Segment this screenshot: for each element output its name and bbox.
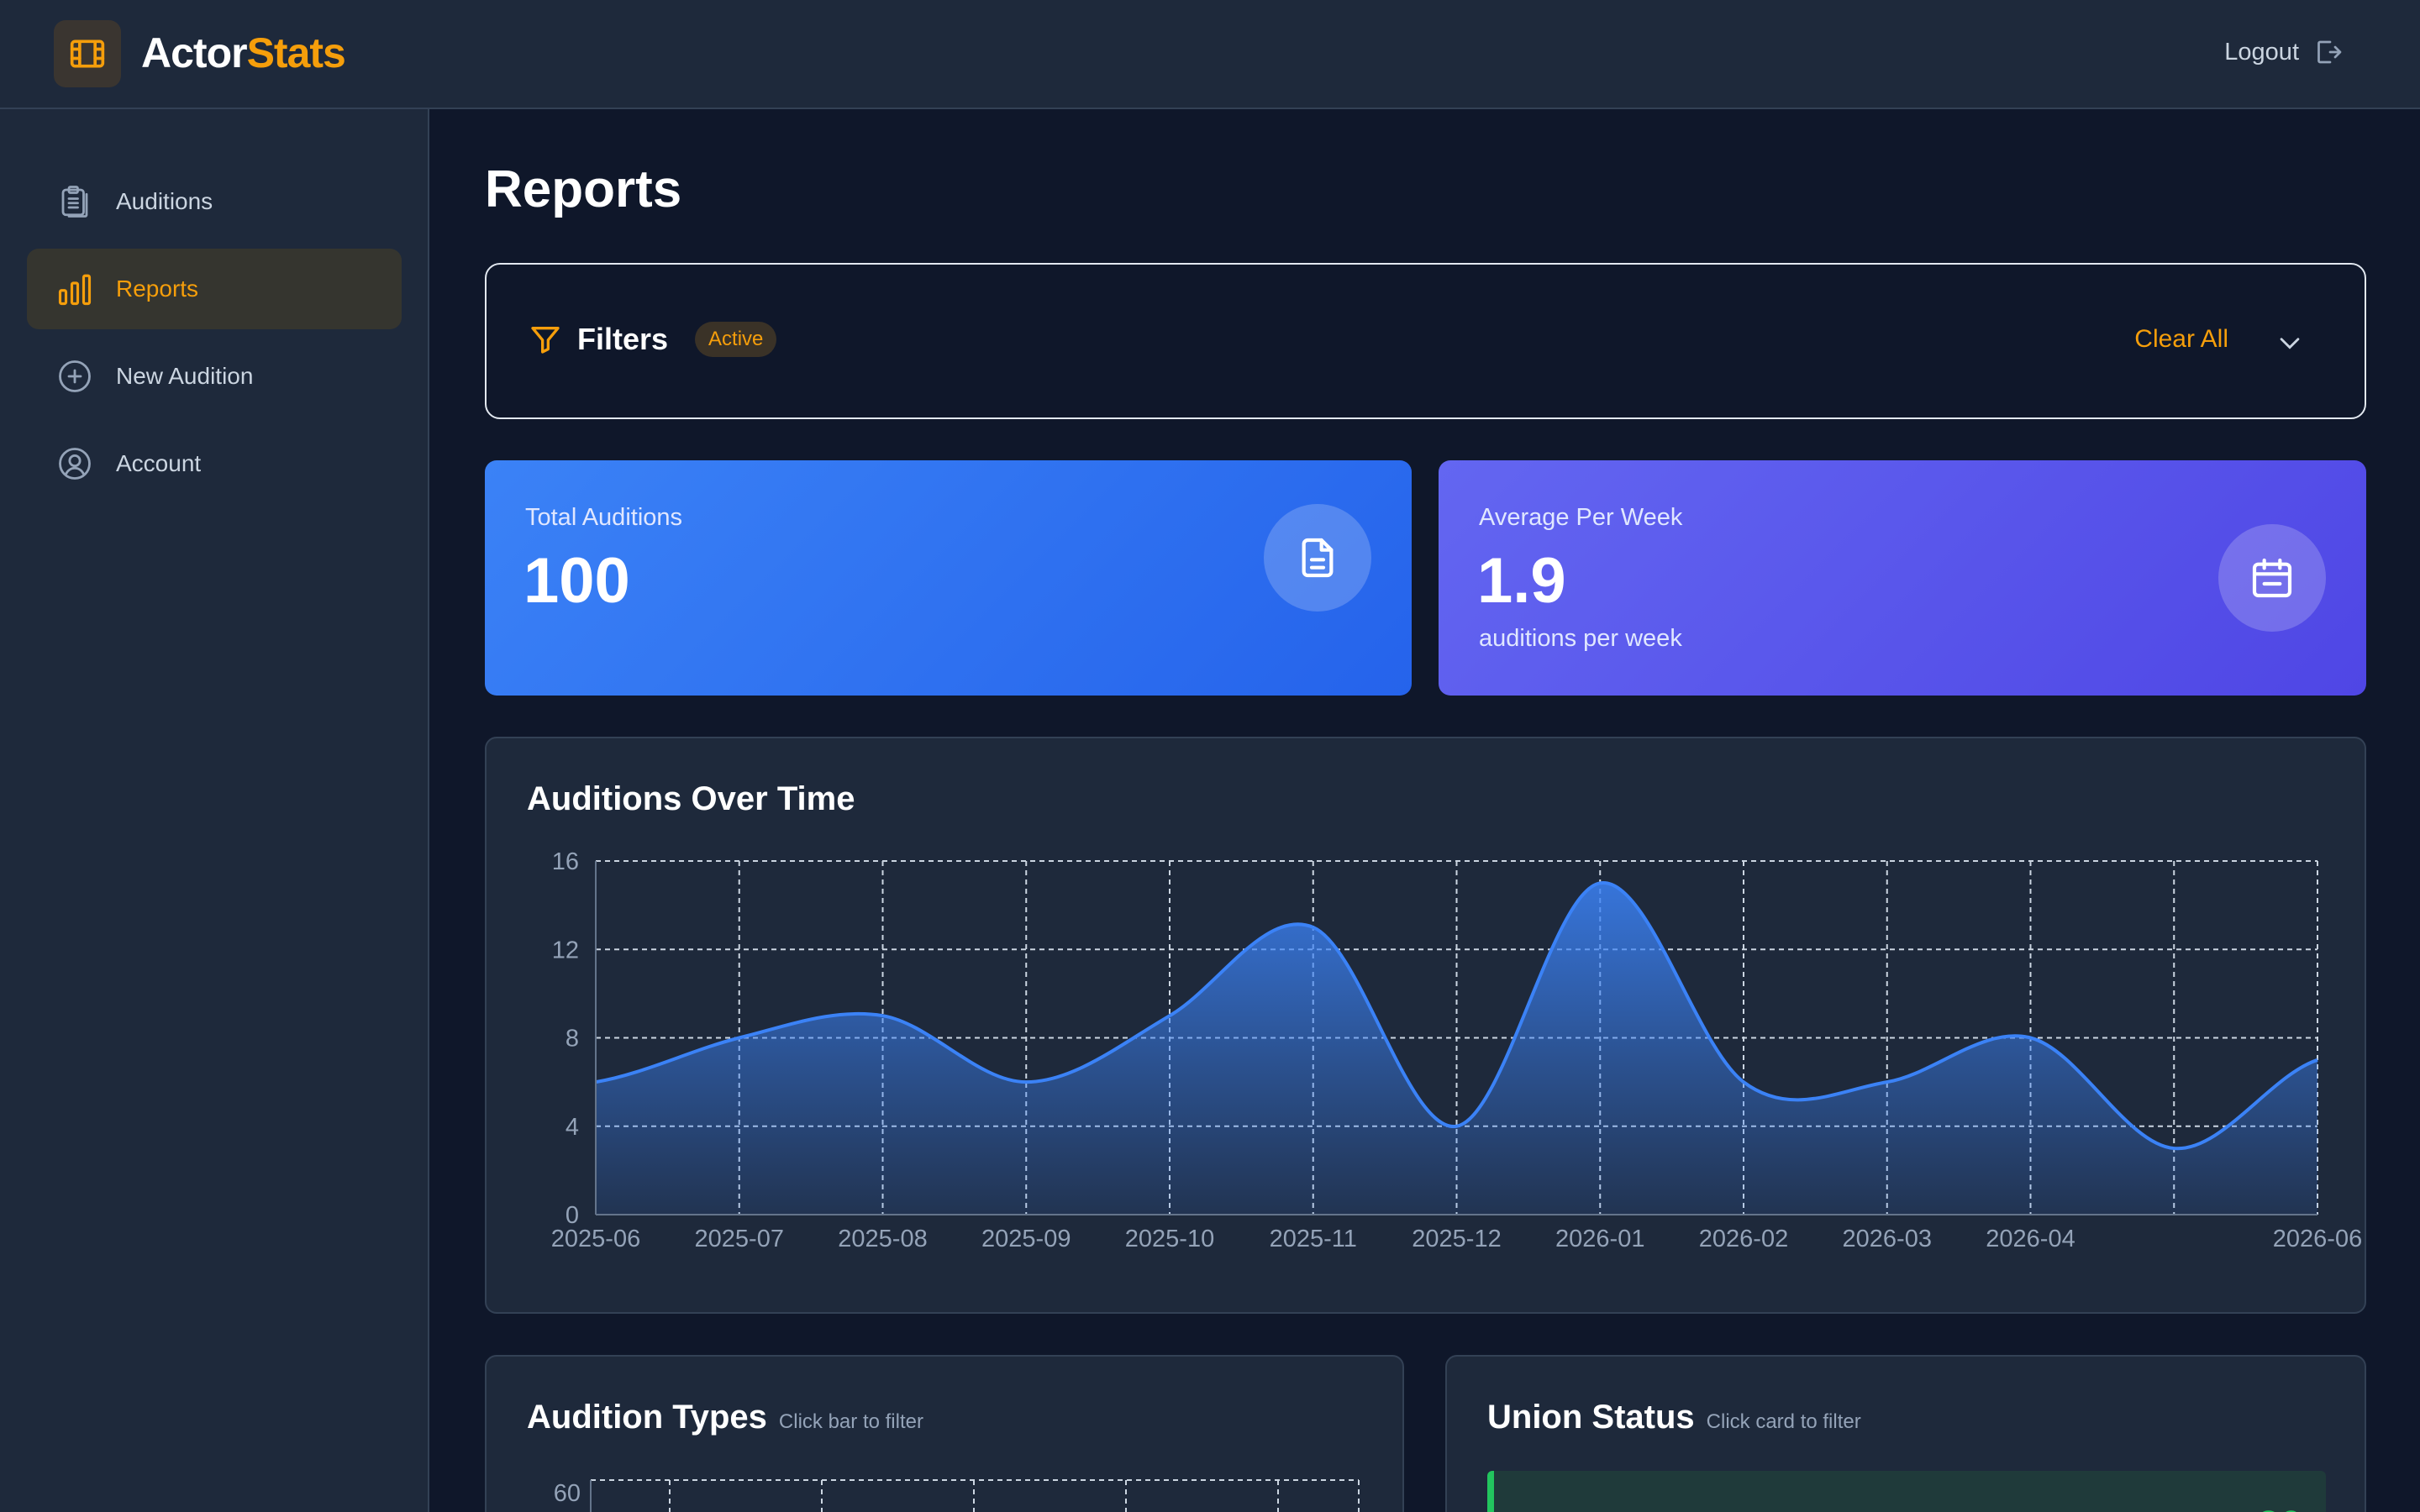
sidebar-item-account[interactable]: Account: [27, 423, 402, 504]
audition-types-chart[interactable]: 60: [487, 1357, 1402, 1512]
average-per-week-card: Average Per Week 1.9 auditions per week: [1439, 460, 2366, 696]
logout-label: Logout: [2224, 38, 2299, 66]
chevron-down-icon[interactable]: [2275, 328, 2304, 357]
stat-label: Total Auditions: [525, 504, 683, 531]
sidebar-item-label: Auditions: [116, 188, 213, 214]
total-auditions-card: Total Auditions 100: [485, 460, 1412, 696]
sidebar-item-label: New Audition: [116, 363, 254, 389]
document-icon: [1264, 504, 1371, 612]
calendar-icon: [2218, 524, 2326, 632]
x-tick-label: 2025-10: [1125, 1226, 1214, 1252]
auditions-over-time-chart[interactable]: 0 4 8 12 16 2025-06 2025-07 2025-08 2025-09 2025-…: [487, 738, 2365, 1312]
sidebar-item-auditions[interactable]: Auditions: [27, 161, 402, 242]
logout-button[interactable]: Logout: [2224, 37, 2343, 67]
brand-part-2: Stats: [246, 29, 346, 76]
card-title: Audition Types: [527, 1399, 767, 1436]
y-tick-label: 60: [554, 1480, 581, 1507]
film-icon: [54, 20, 121, 87]
y-tick-label: 12: [552, 937, 579, 963]
sidebar-item-new-audition[interactable]: New Audition: [27, 336, 402, 417]
page-title: Reports: [485, 160, 682, 218]
auditions-over-time-card: Auditions Over Time 0 4 8 12 16 2025-06 2025-0…: [485, 737, 2366, 1314]
union-status-item[interactable]: 30: [1487, 1471, 2326, 1512]
brand-part-1: Actor: [141, 29, 248, 76]
x-tick-label: 2025-07: [695, 1226, 784, 1252]
stat-sub: auditions per week: [1479, 625, 1682, 652]
x-tick-label: 2025-06: [551, 1226, 640, 1252]
bar-chart-icon: [58, 274, 92, 306]
x-tick-label: 2026-03: [1843, 1226, 1932, 1252]
x-tick-label: 2026-02: [1699, 1226, 1788, 1252]
x-tick-label: 2026-01: [1555, 1226, 1644, 1252]
filters-panel[interactable]: Filters Active Clear All: [485, 263, 2366, 419]
union-status-card: Union Status Click card to filter 30: [1445, 1355, 2366, 1512]
series-line: [595, 881, 2318, 1151]
clipboard-icon: [61, 186, 88, 218]
grid-columns: [669, 1480, 1360, 1512]
y-tick-label: 16: [552, 848, 579, 875]
card-title: Union Status: [1487, 1399, 1695, 1436]
x-tick-label: 2026-06: [2273, 1226, 2362, 1252]
sidebar-item-label: Reports: [116, 276, 199, 302]
y-tick-label: 8: [566, 1026, 579, 1053]
status-badge: Active: [695, 322, 777, 357]
filters-title: Filters: [577, 322, 669, 356]
app-brand[interactable]: ActorStats: [141, 29, 346, 77]
card-hint: Click card to filter: [1706, 1410, 1861, 1433]
logout-icon: [2317, 40, 2342, 64]
sidebar-item-label: Account: [116, 450, 202, 476]
x-tick-label: 2025-12: [1412, 1226, 1501, 1252]
union-count: 30: [2258, 1503, 2302, 1512]
user-circle-icon: [59, 448, 91, 480]
x-tick-label: 2025-09: [981, 1226, 1071, 1252]
clear-all-button[interactable]: Clear All: [2134, 325, 2228, 353]
chart-title: Auditions Over Time: [527, 780, 855, 817]
top-bar: ActorStats Logout: [0, 0, 2420, 109]
x-tick-label: 2026-04: [1986, 1226, 2075, 1252]
plus-circle-icon: [59, 360, 91, 392]
stat-value: 100: [523, 545, 630, 617]
stat-value: 1.9: [1477, 545, 1566, 617]
sidebar: Auditions Reports New Audition Account: [0, 109, 429, 1512]
x-tick-label: 2025-08: [838, 1226, 927, 1252]
card-hint: Click bar to filter: [778, 1410, 923, 1433]
y-tick-label: 0: [566, 1202, 579, 1229]
x-tick-label: 2025-11: [1270, 1226, 1357, 1252]
sidebar-item-reports[interactable]: Reports: [27, 249, 402, 329]
y-tick-label: 4: [566, 1114, 579, 1141]
area-fill: [596, 882, 2317, 1215]
audition-types-card: Audition Types Click bar to filter 60: [485, 1355, 1404, 1512]
filter-icon: [531, 327, 560, 354]
stat-label: Average Per Week: [1479, 504, 1683, 531]
